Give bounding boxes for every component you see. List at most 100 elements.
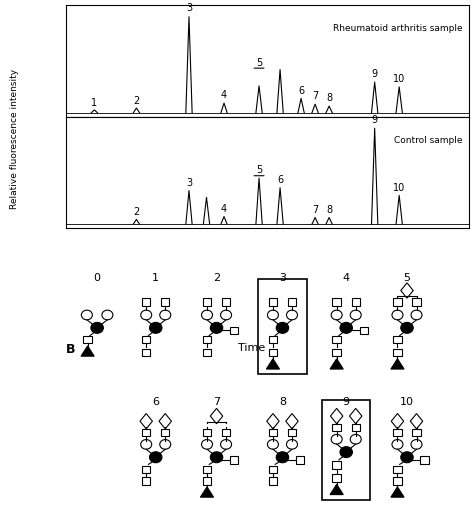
Circle shape — [340, 447, 352, 458]
Text: Rheumatoid arthritis sample: Rheumatoid arthritis sample — [333, 25, 462, 33]
Text: 9: 9 — [343, 397, 350, 407]
Bar — [203, 477, 211, 485]
Bar — [203, 336, 211, 343]
Bar — [393, 349, 401, 356]
Bar — [332, 299, 341, 306]
Text: 10: 10 — [393, 183, 405, 192]
Text: 4: 4 — [221, 203, 227, 214]
Bar — [142, 336, 150, 343]
Bar — [161, 299, 170, 306]
Text: 7: 7 — [213, 397, 220, 407]
Circle shape — [340, 322, 352, 333]
Text: 4: 4 — [221, 90, 227, 100]
Bar — [393, 466, 401, 473]
Text: 2: 2 — [133, 96, 139, 106]
Text: 7: 7 — [312, 204, 318, 214]
Bar — [288, 299, 296, 306]
Bar — [420, 456, 429, 463]
Text: Relative fluorescence intensity: Relative fluorescence intensity — [10, 69, 18, 209]
Bar — [352, 424, 360, 431]
Text: Time: Time — [237, 343, 265, 353]
Bar — [142, 429, 150, 437]
Text: 8: 8 — [326, 204, 332, 214]
Bar — [393, 336, 401, 343]
Bar — [296, 456, 304, 463]
Bar — [332, 424, 341, 431]
Bar — [269, 477, 277, 485]
Text: 3: 3 — [186, 178, 192, 188]
Bar — [393, 477, 401, 485]
Text: 3: 3 — [279, 273, 286, 283]
Bar — [203, 466, 211, 473]
Text: B: B — [66, 343, 76, 356]
Circle shape — [276, 322, 289, 333]
Text: 4: 4 — [343, 273, 350, 283]
Text: 2: 2 — [213, 273, 220, 283]
Bar — [269, 349, 277, 356]
Bar — [203, 349, 211, 356]
Bar — [142, 299, 150, 306]
Circle shape — [401, 452, 413, 463]
Bar — [332, 349, 341, 356]
Text: 7: 7 — [312, 92, 318, 101]
Text: 3: 3 — [186, 3, 192, 13]
Circle shape — [91, 322, 103, 333]
Bar — [222, 429, 230, 437]
Bar — [332, 461, 341, 469]
Polygon shape — [266, 359, 280, 369]
Polygon shape — [201, 487, 214, 497]
Text: 10: 10 — [393, 74, 405, 84]
Bar — [393, 429, 401, 437]
Text: 6: 6 — [277, 175, 283, 185]
Text: 1: 1 — [91, 98, 98, 108]
Bar — [230, 327, 238, 334]
Bar — [412, 429, 421, 437]
Bar — [393, 299, 401, 306]
Circle shape — [210, 322, 223, 333]
Text: 1: 1 — [152, 273, 159, 283]
Bar — [203, 429, 211, 437]
Polygon shape — [391, 359, 404, 369]
Bar — [142, 466, 150, 473]
Text: 6: 6 — [298, 86, 304, 96]
Bar — [161, 429, 170, 437]
Bar — [352, 299, 360, 306]
Bar — [412, 299, 421, 306]
Polygon shape — [81, 346, 94, 356]
Bar — [269, 299, 277, 306]
Text: 6: 6 — [152, 397, 159, 407]
Text: 0: 0 — [94, 273, 100, 283]
Circle shape — [210, 452, 223, 463]
Polygon shape — [330, 484, 343, 495]
Text: Control sample: Control sample — [394, 136, 462, 145]
Bar — [332, 336, 341, 343]
Text: 2: 2 — [133, 207, 139, 217]
Bar — [83, 336, 92, 343]
Bar — [332, 474, 341, 482]
Bar — [203, 299, 211, 306]
Circle shape — [149, 452, 162, 463]
Polygon shape — [391, 487, 404, 497]
Text: 8: 8 — [326, 93, 332, 103]
Text: 10: 10 — [400, 397, 414, 407]
Circle shape — [149, 322, 162, 333]
Bar — [230, 456, 238, 463]
Bar — [322, 400, 370, 500]
Bar — [142, 477, 150, 485]
Bar — [222, 299, 230, 306]
Bar — [288, 429, 296, 437]
Text: 5: 5 — [256, 165, 262, 175]
Bar — [360, 327, 368, 334]
Polygon shape — [330, 359, 343, 369]
Circle shape — [401, 322, 413, 333]
Bar — [142, 349, 150, 356]
Bar — [269, 429, 277, 437]
Bar — [258, 279, 307, 374]
Circle shape — [276, 452, 289, 463]
Bar — [269, 466, 277, 473]
Text: 8: 8 — [279, 397, 286, 407]
Text: 5: 5 — [403, 273, 410, 283]
Bar — [269, 336, 277, 343]
Text: 5: 5 — [256, 58, 262, 67]
Text: 9: 9 — [372, 69, 378, 79]
